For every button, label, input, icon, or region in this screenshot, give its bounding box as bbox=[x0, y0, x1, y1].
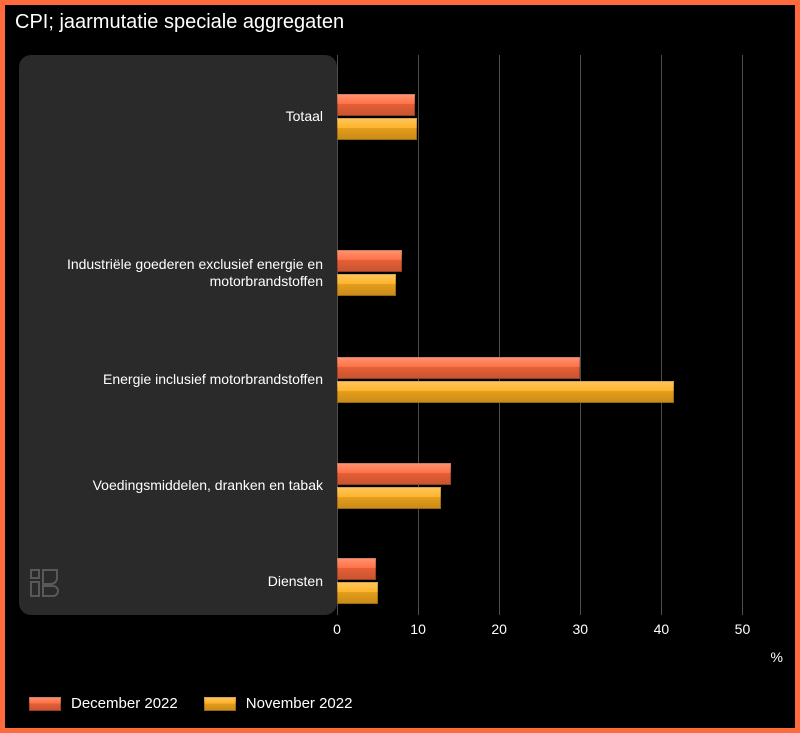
category-label: Totaal bbox=[19, 108, 337, 126]
category-label: Diensten bbox=[19, 573, 337, 591]
x-tick: 40 bbox=[654, 621, 670, 637]
legend-label: November 2022 bbox=[246, 695, 353, 712]
bar bbox=[337, 94, 415, 116]
bar-group bbox=[337, 463, 451, 509]
category-label: Voedingsmiddelen, dranken en tabak bbox=[19, 477, 337, 495]
bar bbox=[337, 463, 451, 485]
bar-group bbox=[337, 94, 417, 140]
category-row: Totaal bbox=[19, 94, 337, 140]
bar-group bbox=[337, 357, 674, 403]
bar-group bbox=[337, 558, 378, 604]
x-tick: 50 bbox=[735, 621, 751, 637]
chart-area: Totaal Industriële goederen exclusief ene… bbox=[19, 55, 783, 615]
category-row: Energie inclusief motorbrandstoffen bbox=[19, 357, 337, 403]
plot-area: % 01020304050 bbox=[337, 55, 783, 615]
bar bbox=[337, 274, 396, 296]
legend-swatch bbox=[204, 697, 236, 711]
bars-layer bbox=[337, 55, 783, 615]
legend-swatch bbox=[29, 697, 61, 711]
legend: December 2022 November 2022 bbox=[29, 695, 352, 712]
category-row: Diensten bbox=[19, 558, 337, 604]
bar bbox=[337, 250, 402, 272]
category-label: Energie inclusief motorbrandstoffen bbox=[19, 371, 337, 389]
legend-label: December 2022 bbox=[71, 695, 178, 712]
bar bbox=[337, 357, 580, 379]
bar-group bbox=[337, 250, 402, 296]
bar bbox=[337, 381, 674, 403]
category-label: Industriële goederen exclusief energie e… bbox=[19, 256, 337, 291]
legend-item: December 2022 bbox=[29, 695, 178, 712]
x-axis: % 01020304050 bbox=[337, 615, 783, 645]
x-tick: 20 bbox=[491, 621, 507, 637]
category-row: Voedingsmiddelen, dranken en tabak bbox=[19, 463, 337, 509]
bar bbox=[337, 118, 417, 140]
category-label-panel: Totaal Industriële goederen exclusief ene… bbox=[19, 55, 337, 615]
x-tick: 0 bbox=[333, 621, 341, 637]
bar bbox=[337, 487, 441, 509]
legend-item: November 2022 bbox=[204, 695, 353, 712]
chart-title: CPI; jaarmutatie speciale aggregaten bbox=[5, 5, 795, 34]
x-tick: 10 bbox=[410, 621, 426, 637]
category-row: Industriële goederen exclusief energie e… bbox=[19, 250, 337, 296]
bar bbox=[337, 582, 378, 604]
bar bbox=[337, 558, 376, 580]
chart-frame: CPI; jaarmutatie speciale aggregaten Tot… bbox=[0, 0, 800, 733]
x-axis-title: % bbox=[771, 649, 783, 665]
x-tick: 30 bbox=[572, 621, 588, 637]
